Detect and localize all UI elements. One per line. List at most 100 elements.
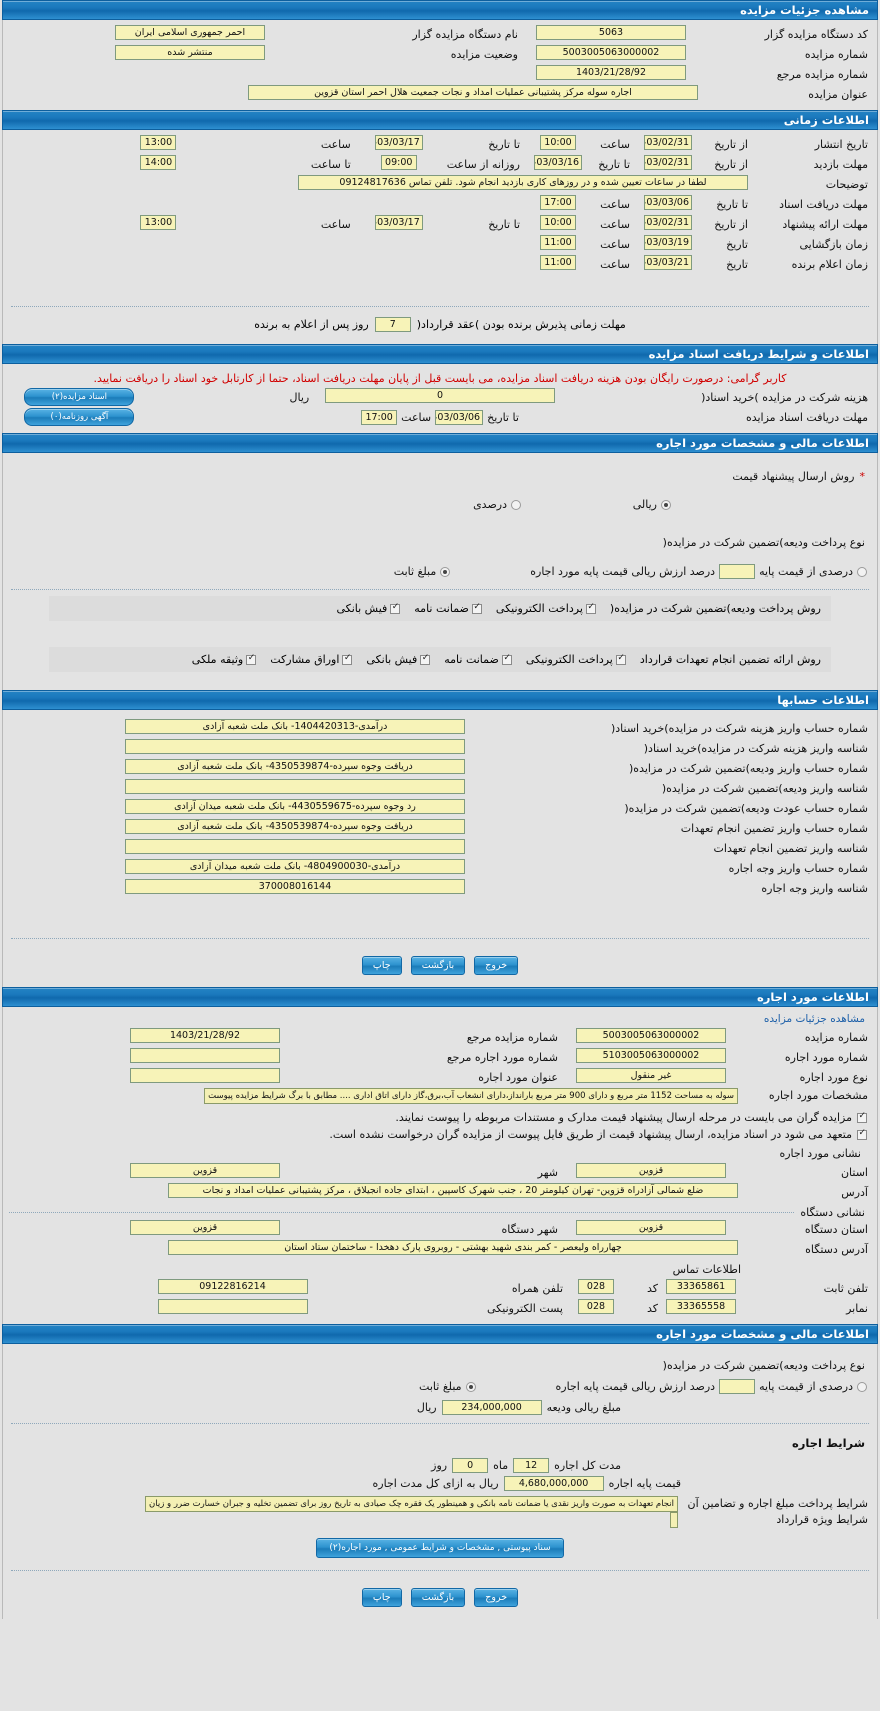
checkbox-cg-electronic-payment[interactable]: [615, 654, 626, 665]
visit-daily-to-time[interactable]: 14:00: [140, 155, 177, 170]
radio-percent[interactable]: [511, 499, 521, 510]
lease-address-value[interactable]: ضلع شمالی آزادراه قزوین- تهران کیلومتر 2…: [168, 1183, 738, 1198]
visit-from-date[interactable]: 1403/02/31: [644, 155, 692, 170]
account-value-1[interactable]: [125, 739, 465, 754]
docs-deadline-time-2[interactable]: 17:00: [361, 409, 398, 425]
radio-percent-of-base-2[interactable]: [857, 1381, 867, 1392]
checkbox-cg-guarantee-letter[interactable]: [501, 654, 512, 665]
offer-from-time[interactable]: 10:00: [540, 215, 576, 230]
base-price-value[interactable]: 4,680,000,000: [503, 1476, 604, 1491]
checkbox-guarantee-letter[interactable]: [471, 603, 482, 614]
percent-of-base-input-2[interactable]: [719, 1379, 756, 1394]
ref-no-value[interactable]: 1403/21/28/92: [536, 65, 686, 80]
print-button-bottom[interactable]: چاپ: [361, 1588, 402, 1607]
view-auction-details-link[interactable]: مشاهده جزئیات مزایده: [763, 1013, 865, 1025]
contract-guarantee-option-1[interactable]: ضمانت نامه: [444, 653, 512, 666]
checkbox-attach-documents[interactable]: [857, 1112, 867, 1123]
publish-from-date[interactable]: 1403/02/31: [644, 135, 692, 150]
publish-from-time[interactable]: 10:00: [540, 135, 576, 150]
docs-deadline-date-2[interactable]: 1403/03/06: [435, 409, 484, 425]
account-value-6[interactable]: [125, 839, 465, 854]
lease-no-value[interactable]: 5103005063000002: [576, 1048, 726, 1063]
tel-value[interactable]: 33365861: [666, 1279, 736, 1294]
account-value-7[interactable]: درآمدی-4804900030- بانک ملت شعبه میدان آ…: [125, 859, 465, 874]
status-label: وضعیت مزایده: [450, 47, 518, 61]
contract-guarantee-option-0[interactable]: پرداخت الکترونیکی: [526, 653, 626, 666]
deposit-method-option-2[interactable]: فیش بانکی: [336, 602, 401, 615]
payment-terms-value[interactable]: انجام تعهدات به صورت واریز نقدی یا ضمانت…: [145, 1496, 678, 1512]
docs-deadline-time[interactable]: 17:00: [540, 195, 576, 210]
mobile-value[interactable]: 09122816214: [157, 1279, 308, 1294]
winner-accept-days[interactable]: 7: [374, 317, 411, 332]
tel-code-value[interactable]: 028: [578, 1279, 614, 1294]
org-city-value[interactable]: قزوین: [130, 1220, 280, 1235]
exit-button-top[interactable]: خروج: [474, 956, 519, 975]
publish-to-date[interactable]: 1403/03/17: [374, 135, 423, 150]
lease-specs-value[interactable]: سوله به مساحت 1152 متر مربع و دارای 900 …: [204, 1088, 738, 1104]
back-button-top[interactable]: بازگشت: [410, 956, 466, 975]
account-value-3[interactable]: [125, 779, 465, 794]
auction-documents-button[interactable]: اسناد مزایده(۲): [24, 388, 135, 406]
lease-ref-no-value[interactable]: [130, 1048, 280, 1063]
lease-type-value[interactable]: غیر منقول: [576, 1068, 726, 1083]
fax-value[interactable]: 33365558: [666, 1299, 736, 1314]
checkbox-bank-receipt[interactable]: [390, 603, 401, 614]
status-value[interactable]: منتشر شده: [115, 45, 265, 60]
account-value-8[interactable]: 370008016144: [125, 879, 465, 894]
lease-duration-days[interactable]: 0: [452, 1458, 489, 1473]
offer-from-date[interactable]: 1403/02/31: [644, 215, 692, 230]
visit-to-date[interactable]: 1403/03/16: [534, 155, 582, 170]
lease-city-value[interactable]: قزوین: [130, 1163, 280, 1178]
fee-value[interactable]: 0: [325, 388, 556, 403]
org-address-value[interactable]: چهارراه ولیعصر - کمر بندی شهید بهشتی - ر…: [168, 1240, 738, 1255]
notes-value[interactable]: لطفا در ساعات تعیین شده و در روزهای کاری…: [298, 175, 748, 190]
winner-time[interactable]: 11:00: [540, 255, 576, 270]
checkbox-cg-property-collateral[interactable]: [246, 654, 257, 665]
radio-fixed-amount[interactable]: [440, 566, 451, 577]
lease-auction-no-value[interactable]: 5003005063000002: [576, 1028, 726, 1043]
percent-of-base-input[interactable]: [719, 564, 756, 579]
visit-daily-from-time[interactable]: 09:00: [380, 155, 417, 170]
account-value-0[interactable]: درآمدی-1404420313- بانک ملت شعبه آزادی: [125, 719, 465, 734]
contract-guarantee-option-3[interactable]: اوراق مشارکت: [270, 653, 353, 666]
checkbox-cg-bank-receipt[interactable]: [420, 654, 431, 665]
org-province-value[interactable]: قزوین: [576, 1220, 726, 1235]
publish-to-time[interactable]: 13:00: [140, 135, 177, 150]
deposit-method-option-0[interactable]: پرداخت الکترونیکی: [496, 602, 596, 615]
lease-duration-months[interactable]: 12: [513, 1458, 550, 1473]
back-button-bottom[interactable]: بازگشت: [410, 1588, 466, 1607]
account-value-4[interactable]: رد وجوه سپرده-4430559675- بانک ملت شعبه …: [125, 799, 465, 814]
checkbox-no-attachment-required[interactable]: [857, 1129, 867, 1140]
deposit-method-option-1[interactable]: ضمانت نامه: [414, 602, 482, 615]
lease-ref-auction-no-value[interactable]: 1403/21/28/92: [130, 1028, 280, 1043]
deposit-amount-value[interactable]: 234,000,000: [441, 1400, 542, 1415]
checkbox-electronic-payment[interactable]: [585, 603, 596, 614]
docs-deadline-date[interactable]: 1403/03/06: [644, 195, 692, 210]
email-value[interactable]: [157, 1299, 308, 1314]
org-code-value[interactable]: 5063: [536, 25, 686, 40]
contract-guarantee-option-2[interactable]: فیش بانکی: [366, 653, 431, 666]
account-value-5[interactable]: دریافت وجوه سپرده-4350539874- بانک ملت ش…: [125, 819, 465, 834]
checkbox-cg-participation-bonds[interactable]: [342, 654, 353, 665]
exit-button-bottom[interactable]: خروج: [474, 1588, 519, 1607]
offer-to-date[interactable]: 1403/03/17: [374, 215, 423, 230]
org-name-value[interactable]: احمر جمهوری اسلامی ایران: [115, 25, 265, 40]
contract-guarantee-option-4[interactable]: وثیقه ملکی: [192, 653, 257, 666]
newspaper-ads-button[interactable]: آگهی روزنامه(۰): [24, 408, 135, 426]
attachment-documents-button[interactable]: سناد پیوستی , مشخصات و شرایط عمومی , مور…: [316, 1538, 564, 1558]
winner-date[interactable]: 1403/03/21: [644, 255, 692, 270]
auction-no-value[interactable]: 5003005063000002: [536, 45, 686, 60]
lease-province-value[interactable]: قزوین: [576, 1163, 726, 1178]
radio-percent-of-base[interactable]: [857, 566, 867, 577]
open-time[interactable]: 11:00: [540, 235, 576, 250]
fax-code-value[interactable]: 028: [578, 1299, 614, 1314]
radio-rial[interactable]: [661, 499, 671, 510]
special-terms-value[interactable]: [670, 1512, 678, 1528]
open-date[interactable]: 1403/03/19: [644, 235, 692, 250]
account-value-2[interactable]: دریافت وجوه سپرده-4350539874- بانک ملت ش…: [125, 759, 465, 774]
auction-title-value[interactable]: اجاره سوله مرکز پشتیبانی عملیات امداد و …: [248, 85, 698, 100]
print-button-top[interactable]: چاپ: [361, 956, 402, 975]
radio-fixed-amount-2[interactable]: [465, 1381, 476, 1392]
offer-to-time[interactable]: 13:00: [140, 215, 177, 230]
lease-title-value[interactable]: [130, 1068, 280, 1083]
